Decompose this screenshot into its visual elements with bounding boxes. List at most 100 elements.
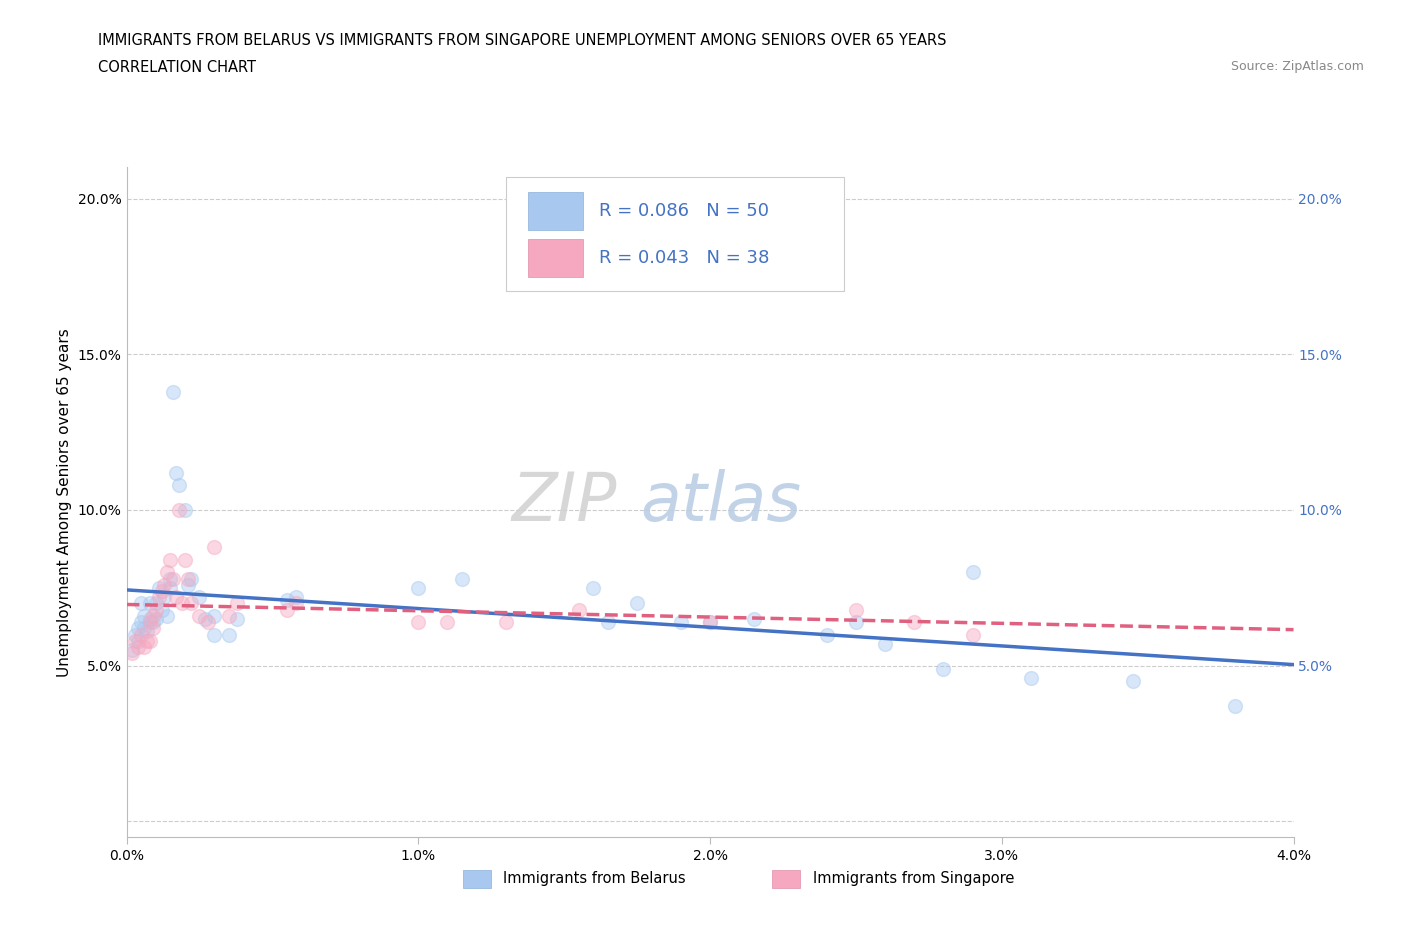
Point: [284, 590, 307, 604]
Point: [132, 640, 155, 655]
Text: R = 0.086   N = 50: R = 0.086 N = 50: [599, 202, 769, 219]
Point: [124, 627, 146, 642]
Text: IMMIGRANTS FROM BELARUS VS IMMIGRANTS FROM SINGAPORE UNEMPLOYMENT AMONG SENIORS : IMMIGRANTS FROM BELARUS VS IMMIGRANTS FR…: [98, 33, 946, 47]
Point: [962, 565, 984, 579]
Point: [962, 627, 984, 642]
Text: atlas: atlas: [640, 470, 801, 535]
Point: [202, 540, 225, 555]
Point: [139, 633, 162, 648]
Point: [129, 627, 152, 642]
Point: [159, 580, 181, 595]
Point: [188, 590, 211, 604]
Point: [129, 615, 152, 630]
Point: [1019, 671, 1042, 685]
Point: [156, 565, 179, 579]
Point: [145, 612, 167, 627]
Point: [121, 643, 143, 658]
Text: Immigrants from Belarus: Immigrants from Belarus: [503, 871, 686, 886]
Point: [121, 645, 143, 660]
Point: [162, 384, 184, 399]
Point: [148, 590, 170, 604]
Point: [162, 571, 184, 586]
Point: [127, 640, 149, 655]
Point: [145, 596, 167, 611]
Point: [218, 608, 240, 623]
Point: [132, 608, 155, 623]
Point: [150, 583, 173, 598]
Point: [165, 465, 187, 480]
Text: R = 0.043   N = 38: R = 0.043 N = 38: [599, 249, 769, 267]
Point: [167, 478, 190, 493]
Point: [159, 571, 181, 586]
Point: [845, 603, 868, 618]
Point: [165, 590, 187, 604]
Point: [226, 596, 249, 611]
Point: [1223, 698, 1247, 713]
Text: Immigrants from Singapore: Immigrants from Singapore: [813, 871, 1014, 886]
Point: [142, 621, 165, 636]
Point: [845, 615, 868, 630]
Point: [815, 627, 838, 642]
Point: [170, 596, 193, 611]
Point: [568, 603, 591, 618]
Point: [150, 603, 173, 618]
Point: [142, 608, 165, 623]
FancyBboxPatch shape: [772, 870, 800, 888]
Point: [218, 627, 240, 642]
Point: [408, 615, 430, 630]
Point: [124, 633, 146, 648]
Point: [202, 627, 225, 642]
Point: [177, 578, 200, 592]
FancyBboxPatch shape: [506, 178, 844, 291]
Point: [436, 615, 458, 630]
Point: [903, 615, 925, 630]
Point: [180, 596, 202, 611]
Point: [180, 571, 202, 586]
Point: [148, 580, 170, 595]
Point: [408, 580, 430, 595]
FancyBboxPatch shape: [463, 870, 491, 888]
Point: [284, 596, 307, 611]
Point: [159, 552, 181, 567]
Point: [626, 596, 648, 611]
Point: [873, 636, 897, 651]
Text: CORRELATION CHART: CORRELATION CHART: [98, 60, 256, 75]
Point: [174, 502, 197, 517]
Point: [153, 590, 176, 604]
Point: [139, 596, 162, 611]
Point: [276, 603, 298, 618]
Point: [153, 578, 176, 592]
FancyBboxPatch shape: [529, 192, 583, 230]
Point: [188, 608, 211, 623]
Point: [932, 661, 955, 676]
Point: [194, 612, 217, 627]
Text: ZIP: ZIP: [512, 470, 617, 535]
Point: [139, 615, 162, 630]
Point: [156, 608, 179, 623]
Point: [451, 571, 474, 586]
Point: [582, 580, 605, 595]
Point: [139, 612, 162, 627]
Point: [142, 615, 165, 630]
Point: [174, 552, 197, 567]
Point: [699, 615, 721, 630]
Point: [145, 603, 167, 618]
Point: [136, 633, 159, 648]
Point: [132, 621, 155, 636]
Point: [226, 612, 249, 627]
Point: [1122, 674, 1144, 689]
Point: [202, 608, 225, 623]
Point: [136, 624, 159, 639]
Point: [276, 592, 298, 607]
Point: [127, 633, 149, 648]
Y-axis label: Unemployment Among Seniors over 65 years: Unemployment Among Seniors over 65 years: [58, 328, 72, 677]
Point: [167, 502, 190, 517]
FancyBboxPatch shape: [529, 239, 583, 277]
Point: [669, 615, 692, 630]
Point: [495, 615, 517, 630]
Point: [129, 596, 152, 611]
Point: [197, 615, 219, 630]
Point: [127, 621, 149, 636]
Point: [742, 612, 765, 627]
Point: [177, 571, 200, 586]
